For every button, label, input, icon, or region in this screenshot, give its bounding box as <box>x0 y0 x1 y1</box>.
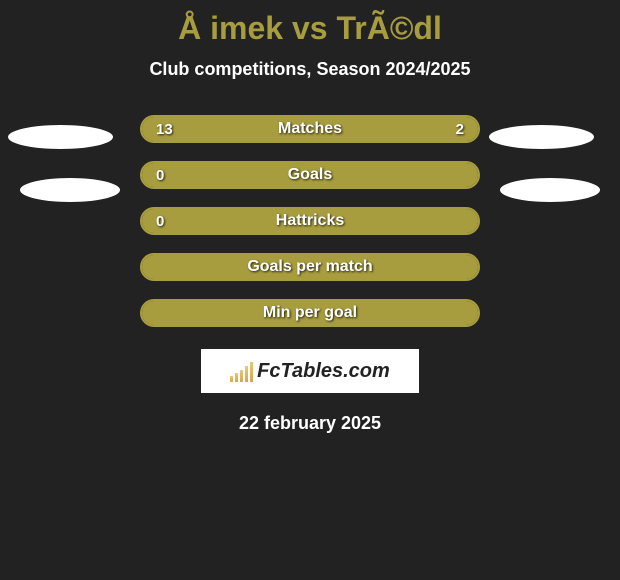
stat-bar: 0 Hattricks <box>140 207 480 235</box>
stat-bar: 0 Goals <box>140 161 480 189</box>
page-title: Å imek vs TrÃ©dl <box>0 10 620 47</box>
stat-row: 0 Goals <box>0 161 620 189</box>
stat-value-left: 0 <box>156 167 164 184</box>
stat-value-right: 2 <box>456 121 464 138</box>
logo-chart-icon <box>230 360 253 382</box>
stat-row: Min per goal <box>0 299 620 327</box>
stat-fill-right <box>407 117 478 141</box>
logo-bar <box>245 366 248 382</box>
logo-box: FcTables.com <box>201 349 419 393</box>
stat-value-left: 13 <box>156 121 173 138</box>
date-label: 22 february 2025 <box>0 413 620 434</box>
stat-label: Min per goal <box>263 304 357 322</box>
stat-fill-left <box>142 117 407 141</box>
logo-content: FcTables.com <box>230 360 390 383</box>
stat-row: Goals per match <box>0 253 620 281</box>
stat-bar: Goals per match <box>140 253 480 281</box>
logo-text: FcTables.com <box>257 360 390 383</box>
stat-row: 0 Hattricks <box>0 207 620 235</box>
stat-bar: Min per goal <box>140 299 480 327</box>
logo-bar <box>240 370 243 382</box>
stat-row: 13 2 Matches <box>0 115 620 143</box>
stat-label: Goals <box>288 166 332 184</box>
subtitle: Club competitions, Season 2024/2025 <box>0 59 620 80</box>
logo-bar <box>250 362 253 382</box>
stat-label: Goals per match <box>247 258 372 276</box>
stat-label: Hattricks <box>276 212 344 230</box>
stat-label: Matches <box>278 120 342 138</box>
logo-bar <box>230 376 233 382</box>
stat-value-left: 0 <box>156 213 164 230</box>
stat-bar: 13 2 Matches <box>140 115 480 143</box>
logo-bar <box>235 373 238 382</box>
